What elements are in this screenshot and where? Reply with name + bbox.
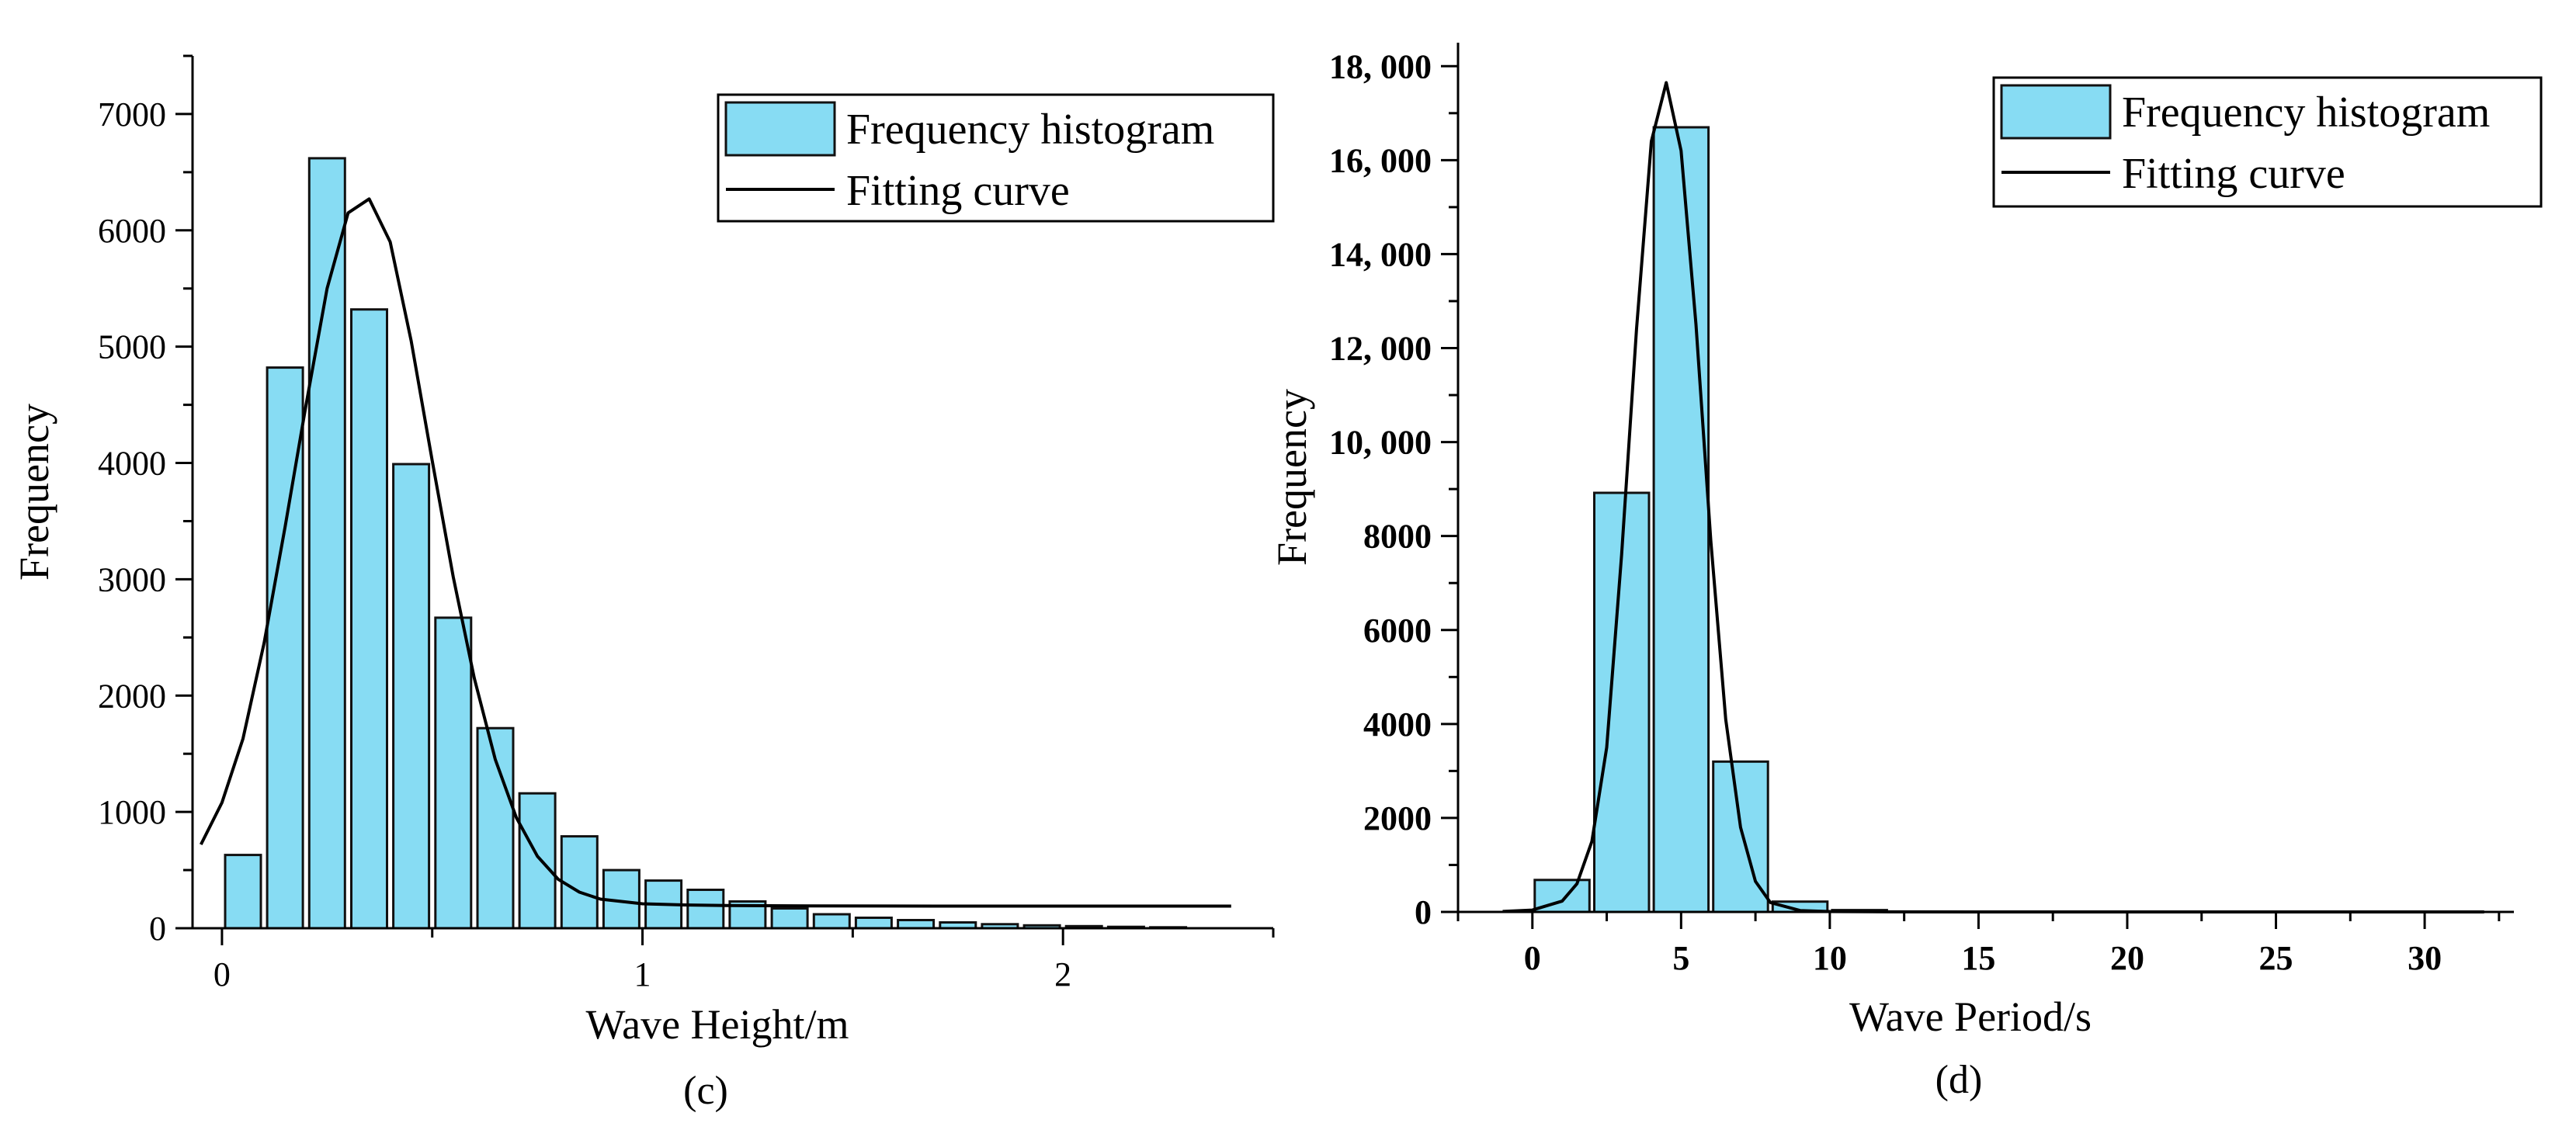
histogram-bar: [1652, 126, 1710, 913]
panel-label: (c): [683, 1069, 728, 1113]
x-tick-label: 5: [1672, 939, 1689, 977]
x-tick-label: 20: [2110, 939, 2144, 977]
histogram-bar: [392, 463, 431, 930]
panel-label: (d): [1935, 1058, 1983, 1102]
x-tick-label: 10: [1813, 939, 1847, 977]
fitting-curve-line: [200, 197, 1231, 908]
histogram-bar: [897, 919, 936, 930]
legend-swatch-histogram: [2000, 84, 2112, 140]
x-axis-title: Wave Height/m: [585, 1001, 849, 1048]
x-axis-title: Wave Period/s: [1849, 993, 2092, 1040]
legend-label-histogram: Frequency histogram: [846, 106, 1214, 154]
y-tick-label: 0: [1415, 893, 1432, 931]
y-tick-label: 12, 000: [1329, 330, 1432, 368]
y-tick-label: 8000: [1363, 518, 1432, 556]
y-tick-label: 10, 000: [1329, 424, 1432, 462]
y-tick-label: 3000: [98, 560, 166, 598]
y-tick-label: 5000: [98, 328, 166, 366]
histogram-bar: [518, 792, 557, 930]
y-tick-label: 16, 000: [1329, 141, 1432, 179]
histogram-bar: [224, 854, 262, 930]
legend-label-curve: Fitting curve: [846, 167, 1070, 215]
y-tick-label: 4000: [98, 445, 166, 483]
y-tick-label: 18, 000: [1329, 47, 1432, 85]
histogram-bar: [770, 907, 809, 930]
x-tick-label: 0: [214, 955, 231, 993]
histogram-bar: [1593, 491, 1651, 913]
chart-panel-c: 0 1000 2000 3000 4000 5000 6000 7000 0 1 2 Wave Hei…: [11, 54, 1275, 1113]
y-axis-title: Frequency: [1269, 389, 1315, 566]
legend: Frequency histogram Fitting curve: [717, 93, 1275, 223]
y-axis-title: Frequency: [11, 404, 57, 581]
x-tick-label: 25: [2259, 939, 2293, 977]
legend: Frequency histogram Fitting curve: [1992, 76, 2543, 208]
x-tick-label: 2: [1054, 955, 1071, 993]
histogram-bar: [686, 889, 725, 930]
x-tick-label: 1: [634, 955, 651, 993]
histogram-bar: [434, 616, 473, 930]
x-tick-label: 0: [1524, 939, 1541, 977]
y-tick-label: 1000: [98, 793, 166, 831]
y-tick-label: 7000: [98, 95, 166, 133]
histogram-bar: [854, 917, 893, 930]
chart-panel-d: 0 2000 4000 6000 8000 10, 000 12, 000 14, 000 16…: [1269, 43, 2543, 1102]
histogram-bar: [812, 913, 851, 930]
x-tick-label: 15: [1961, 939, 1995, 977]
y-tick-label: 2000: [1363, 799, 1432, 837]
y-tick-label: 6000: [98, 212, 166, 250]
y-tick-label: 6000: [1363, 612, 1432, 650]
legend-swatch-histogram: [724, 101, 836, 157]
legend-label-curve: Fitting curve: [2122, 150, 2345, 198]
y-tick-label: 4000: [1363, 705, 1432, 744]
legend-label-histogram: Frequency histogram: [2122, 88, 2490, 137]
y-tick-label: 2000: [98, 677, 166, 715]
histogram-bar: [307, 157, 346, 930]
x-tick-label: 30: [2408, 939, 2442, 977]
histogram-bar: [1712, 760, 1769, 913]
histogram-bar: [560, 835, 599, 930]
y-tick-label: 14, 000: [1329, 235, 1432, 273]
histogram-bar: [350, 308, 388, 930]
y-tick-label: 0: [149, 910, 166, 948]
